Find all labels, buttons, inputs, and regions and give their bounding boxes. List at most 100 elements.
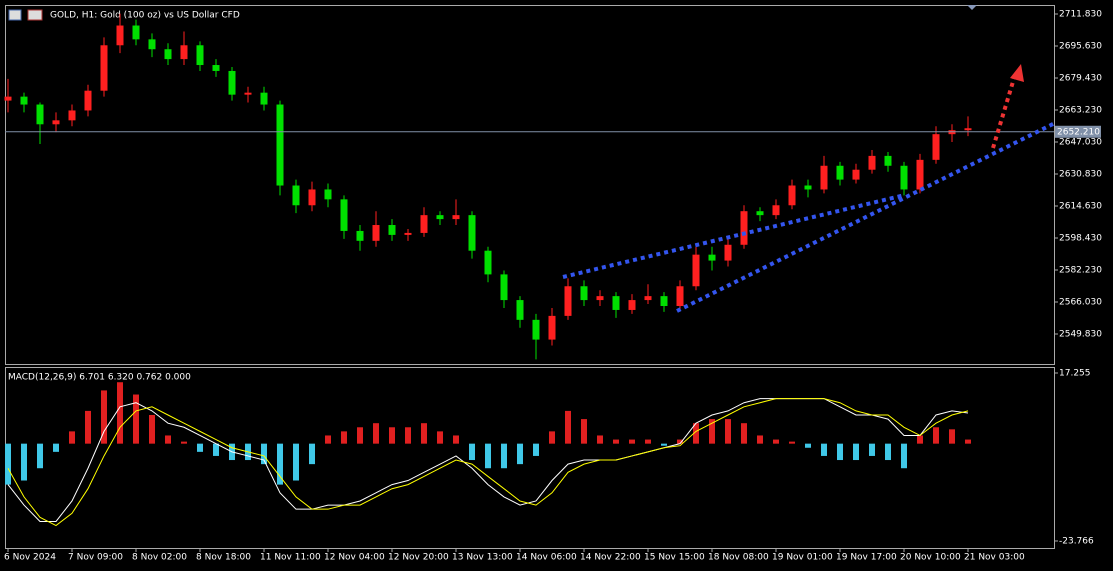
macd-histogram-bar	[821, 443, 827, 456]
macd-histogram-bar	[917, 435, 923, 444]
trend-lines	[562, 121, 1056, 313]
macd-histogram-bar	[421, 423, 427, 444]
macd-histogram-bar	[469, 443, 475, 461]
macd-histogram-bar	[165, 435, 171, 444]
candle-body	[420, 215, 428, 233]
x-tick-label: 13 Nov 13:00	[452, 553, 513, 563]
macd-histogram-bar	[533, 443, 539, 456]
candle-body	[644, 296, 652, 301]
macd-histogram-bar	[581, 419, 587, 444]
macd-histogram-bar	[389, 427, 395, 444]
y-tick-label: -23.766	[1059, 536, 1094, 546]
candle-body	[772, 205, 780, 216]
macd-histogram-bar	[37, 443, 43, 469]
macd-histogram-bar	[565, 410, 571, 444]
candle-body	[356, 230, 364, 241]
y-tick-label: 2647.030	[1059, 138, 1102, 148]
x-tick-label: 12 Nov 20:00	[388, 553, 449, 563]
candle-body	[372, 225, 380, 241]
last-price-box	[1055, 125, 1101, 138]
candle-body	[516, 300, 524, 320]
candle-body	[964, 128, 972, 131]
macd-histogram-bar	[437, 431, 443, 444]
candle-body	[916, 159, 924, 190]
macd-histogram-bar	[965, 439, 971, 444]
candle-body	[404, 232, 412, 235]
candle-body	[388, 225, 396, 235]
candle-body	[788, 185, 796, 206]
macd-histogram-bar	[677, 439, 683, 444]
candle-body	[132, 25, 140, 40]
candle-body	[628, 300, 636, 310]
candle-body	[724, 244, 732, 261]
macd-histogram-bar	[805, 443, 811, 448]
y-tick-label: 2663.230	[1059, 106, 1102, 116]
macd-histogram-bar	[5, 443, 11, 485]
candle-body	[180, 45, 188, 60]
macd-histogram-bar	[485, 443, 491, 469]
candle-body	[20, 96, 28, 105]
y-tick-label: 2679.430	[1059, 74, 1102, 84]
macd-histogram-bar	[85, 410, 91, 444]
x-tick-label: 11 Nov 11:00	[260, 553, 321, 563]
candle-body	[68, 110, 76, 121]
signal-line	[7, 398, 969, 527]
macd-histogram-bar	[757, 435, 763, 444]
macd-histogram-bar	[613, 439, 619, 444]
toolbar-icons	[8, 9, 43, 21]
candle-body	[468, 215, 476, 251]
macd-histogram-bar	[741, 423, 747, 444]
macd-histogram-bar	[837, 443, 843, 461]
macd-histogram-bar	[901, 443, 907, 469]
candle-body	[436, 215, 444, 220]
candle-body	[836, 165, 844, 180]
price-panel-frame	[5, 5, 1055, 365]
candle-body	[196, 45, 204, 66]
candle-body	[228, 70, 236, 95]
macd-histogram-bar	[693, 423, 699, 444]
macd-histogram-bar	[629, 439, 635, 444]
candle-body	[292, 185, 300, 206]
candle-body	[212, 65, 220, 71]
candle-body	[324, 189, 332, 200]
candle-body	[612, 296, 620, 310]
candle-body	[452, 215, 460, 220]
y-tick-label: 2711.830	[1059, 10, 1102, 20]
y-tick-label: 2549.830	[1059, 329, 1102, 339]
x-tick-label: 15 Nov 15:00	[644, 553, 705, 563]
chart-title: GOLD, H1: Gold (100 oz) vs US Dollar CFD	[50, 11, 240, 21]
candle-body	[116, 25, 124, 46]
macd-histogram-bar	[645, 439, 651, 444]
x-tick-label: 19 Nov 17:00	[836, 553, 897, 563]
x-tick-label: 14 Nov 22:00	[580, 553, 641, 563]
y-tick-label: 2630.830	[1059, 170, 1102, 180]
macd-histogram-bar	[277, 443, 283, 485]
macd-histogram-bar	[949, 429, 955, 444]
macd-histogram-bar	[261, 443, 267, 465]
macd-histogram-bar	[53, 443, 59, 452]
candle-body	[676, 286, 684, 307]
macd-histogram-bar	[933, 427, 939, 444]
candle-body	[148, 39, 156, 50]
candle-body	[484, 250, 492, 275]
macd-histogram-bar	[101, 390, 107, 444]
macd-histogram-bar	[341, 431, 347, 444]
candle-body	[308, 189, 316, 206]
macd-histogram-bar	[773, 439, 779, 444]
candle-body	[660, 296, 668, 307]
x-tick-label: 18 Nov 08:00	[708, 553, 769, 563]
macd-histogram-bar	[597, 435, 603, 444]
macd-histogram-bar	[853, 443, 859, 461]
macd-histogram-bar	[725, 419, 731, 444]
macd-histogram-bar	[357, 427, 363, 444]
candle-body	[100, 45, 108, 91]
candle-body	[580, 286, 588, 301]
x-tick-label: 20 Nov 10:00	[900, 553, 961, 563]
candle-body	[4, 96, 12, 101]
candle-body	[548, 315, 556, 340]
macd-histogram-bar	[373, 423, 379, 444]
candle-body	[852, 169, 860, 180]
x-tick-label: 7 Nov 09:00	[68, 553, 123, 563]
x-tick-label: 14 Nov 06:00	[516, 553, 577, 563]
y-tick-label: 17.255	[1059, 368, 1091, 378]
